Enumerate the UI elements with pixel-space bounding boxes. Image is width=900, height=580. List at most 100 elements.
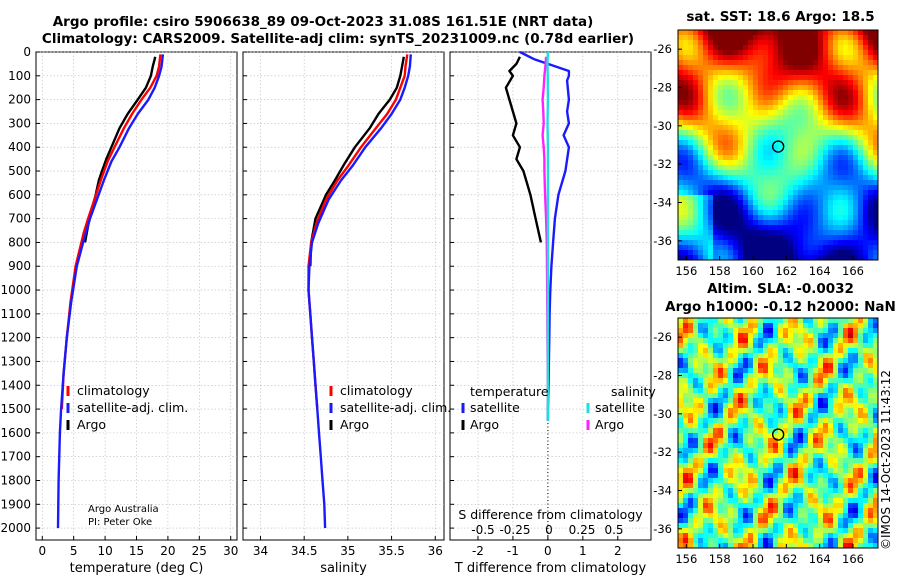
map-cell xyxy=(843,140,849,146)
map-cell xyxy=(858,230,864,236)
map-cell xyxy=(703,200,709,206)
map-cell xyxy=(858,428,864,434)
map-cell xyxy=(858,135,864,141)
map-cell xyxy=(823,75,829,81)
map-cell xyxy=(838,105,844,111)
map-cell xyxy=(808,383,814,389)
map-cell xyxy=(813,185,819,191)
map-cell xyxy=(823,513,829,519)
map-cell xyxy=(858,353,864,359)
map-cell xyxy=(733,523,739,529)
map-cell xyxy=(713,513,719,519)
map-cell xyxy=(793,215,799,221)
map-cell xyxy=(823,130,829,136)
map-cell xyxy=(833,518,839,524)
map-cell xyxy=(738,428,744,434)
map-cell xyxy=(848,368,854,374)
map-cell xyxy=(718,428,724,434)
map-cell xyxy=(773,100,779,106)
map-cell xyxy=(853,250,859,256)
map-cell xyxy=(803,478,809,484)
map-cell xyxy=(708,508,714,514)
map-cell xyxy=(833,428,839,434)
map-cell xyxy=(808,423,814,429)
map-cell xyxy=(803,195,809,201)
map-cell xyxy=(873,463,879,469)
map-cell xyxy=(678,90,684,96)
map-cell xyxy=(828,40,834,46)
map-cell xyxy=(698,488,704,494)
map-cell xyxy=(708,150,714,156)
map-cell xyxy=(863,368,869,374)
map-cell xyxy=(803,185,809,191)
map-cell xyxy=(708,513,714,519)
map-cell xyxy=(728,255,734,261)
map-cell xyxy=(828,353,834,359)
map-cell xyxy=(763,200,769,206)
map-cell xyxy=(873,195,879,201)
map-cell xyxy=(703,135,709,141)
map-cell xyxy=(733,140,739,146)
map-cell xyxy=(728,30,734,36)
map-cell xyxy=(723,473,729,479)
map-cell xyxy=(698,398,704,404)
map-cell xyxy=(753,388,759,394)
map-cell xyxy=(768,80,774,86)
map-cell xyxy=(698,468,704,474)
map-cell xyxy=(743,333,749,339)
map-cell xyxy=(688,348,694,354)
map-cell xyxy=(758,518,764,524)
map-cell xyxy=(798,538,804,544)
map-cell xyxy=(693,140,699,146)
map-cell xyxy=(748,323,754,329)
map-cell xyxy=(688,60,694,66)
map-cell xyxy=(743,110,749,116)
map-cell xyxy=(688,503,694,509)
map-cell xyxy=(753,55,759,61)
map-cell xyxy=(753,250,759,256)
map-cell xyxy=(798,418,804,424)
map-cell xyxy=(713,200,719,206)
map-cell xyxy=(743,518,749,524)
y-tick-label: 1500 xyxy=(0,402,31,416)
map-cell xyxy=(703,378,709,384)
map-cell xyxy=(748,533,754,539)
map-cell xyxy=(753,523,759,529)
map-x-tick-label: 166 xyxy=(842,552,864,566)
map-cell xyxy=(748,493,754,499)
map-cell xyxy=(798,388,804,394)
map-cell xyxy=(738,463,744,469)
map-cell xyxy=(783,488,789,494)
map-cell xyxy=(863,110,869,116)
map-cell xyxy=(813,215,819,221)
map-cell xyxy=(788,498,794,504)
map-cell xyxy=(703,120,709,126)
map-cell xyxy=(808,338,814,344)
map-cell xyxy=(718,468,724,474)
map-cell xyxy=(848,468,854,474)
map-cell xyxy=(813,328,819,334)
map-cell xyxy=(698,318,704,324)
map-cell xyxy=(828,328,834,334)
map-cell xyxy=(718,180,724,186)
map-cell xyxy=(738,140,744,146)
map-cell xyxy=(713,463,719,469)
map-cell xyxy=(783,125,789,131)
map-cell xyxy=(778,323,784,329)
map-cell xyxy=(813,428,819,434)
map-cell xyxy=(828,110,834,116)
map-cell xyxy=(828,100,834,106)
map-cell xyxy=(773,518,779,524)
map-cell xyxy=(748,373,754,379)
map-cell xyxy=(858,85,864,91)
map-cell xyxy=(778,155,784,161)
map-cell xyxy=(728,393,734,399)
map-cell xyxy=(858,185,864,191)
map-cell xyxy=(703,105,709,111)
map-cell xyxy=(853,195,859,201)
map-cell xyxy=(838,175,844,181)
map-cell xyxy=(863,150,869,156)
map-cell xyxy=(773,513,779,519)
map-cell xyxy=(868,493,874,499)
map-cell xyxy=(853,160,859,166)
